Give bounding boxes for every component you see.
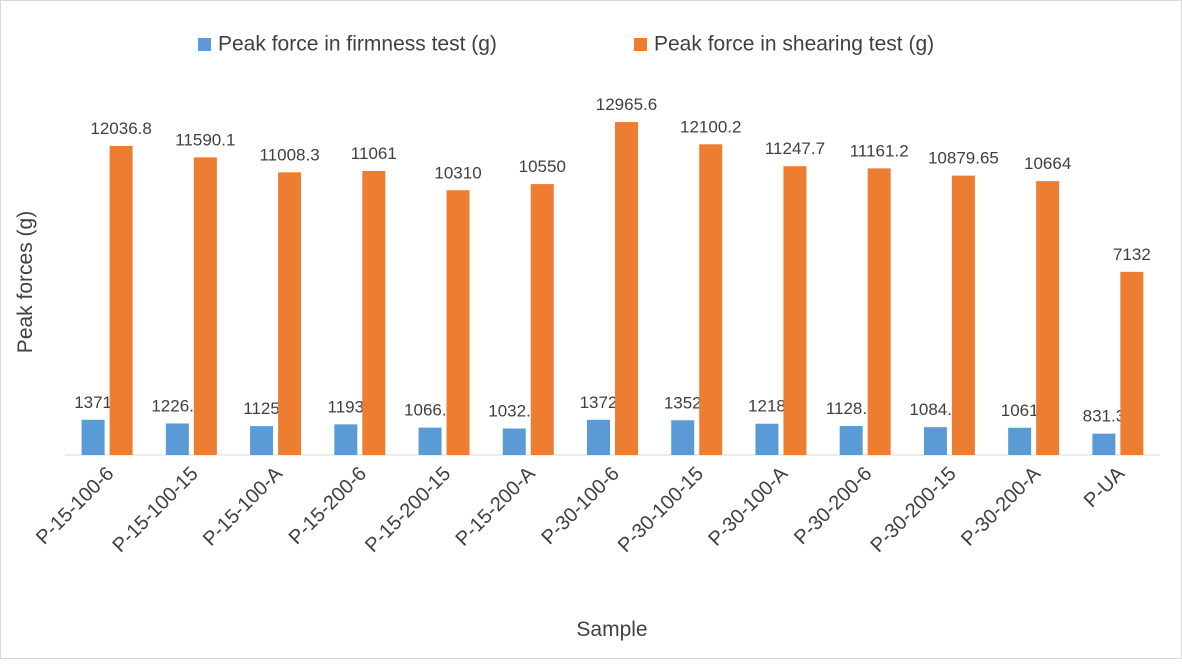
bar bbox=[1092, 433, 1116, 455]
bar bbox=[839, 426, 863, 455]
value-label: 1218 bbox=[748, 397, 786, 416]
bar bbox=[334, 424, 358, 455]
value-label: 11590.1 bbox=[175, 130, 235, 149]
value-label: 1066.7 bbox=[404, 401, 456, 420]
bar bbox=[418, 427, 442, 455]
bar bbox=[502, 428, 526, 455]
y-axis-title: Peak forces (g) bbox=[14, 211, 37, 353]
legend-swatch bbox=[634, 38, 647, 51]
bar bbox=[250, 426, 274, 455]
bar bbox=[165, 423, 189, 455]
value-label: 1125 bbox=[243, 399, 280, 418]
bar bbox=[867, 168, 891, 455]
bar bbox=[923, 427, 947, 455]
bar bbox=[951, 175, 975, 455]
value-label: 1084.4 bbox=[909, 400, 961, 419]
value-label: 10664 bbox=[1024, 154, 1071, 173]
value-label: 1226.8 bbox=[151, 396, 203, 415]
value-label: 831.3 bbox=[1083, 407, 1126, 426]
bar bbox=[615, 122, 638, 455]
bar bbox=[587, 419, 610, 455]
value-label: 1061 bbox=[1001, 401, 1039, 420]
x-axis-title: Sample bbox=[576, 618, 647, 641]
bar bbox=[783, 166, 807, 456]
bar bbox=[446, 190, 470, 456]
value-label: 1193 bbox=[328, 397, 365, 416]
bar bbox=[109, 145, 133, 455]
value-label: 12100.2 bbox=[680, 117, 741, 136]
bar bbox=[671, 420, 695, 455]
value-label: 12965.6 bbox=[596, 95, 657, 114]
bar bbox=[1120, 271, 1144, 455]
bar bbox=[1008, 427, 1032, 455]
bar bbox=[699, 144, 723, 455]
value-label: 1032.5 bbox=[488, 401, 540, 420]
bar bbox=[193, 157, 217, 455]
value-label: 10879.65 bbox=[928, 149, 999, 168]
bar bbox=[278, 172, 302, 456]
value-label: 1128.3 bbox=[826, 399, 877, 418]
legend-label: Peak force in firmness test (g) bbox=[218, 33, 497, 56]
value-label: 10310 bbox=[434, 163, 481, 182]
bar bbox=[362, 170, 386, 456]
legend-swatch bbox=[198, 38, 211, 51]
value-label: 11008.3 bbox=[259, 145, 319, 164]
value-label: 11247.7 bbox=[765, 139, 825, 158]
value-label: 10550 bbox=[519, 157, 566, 176]
legend-label: Peak force in shearing test (g) bbox=[654, 33, 934, 56]
bar bbox=[530, 184, 554, 455]
bar bbox=[81, 419, 105, 455]
value-label: 1371 bbox=[74, 393, 112, 412]
value-label: 11161.2 bbox=[850, 141, 909, 160]
value-label: 1352 bbox=[664, 393, 702, 412]
bar bbox=[755, 423, 779, 455]
value-label: 1372 bbox=[580, 393, 618, 412]
value-label: 12036.8 bbox=[90, 119, 151, 138]
value-label: 7132 bbox=[1113, 245, 1151, 264]
bar bbox=[1036, 181, 1060, 456]
value-label: 11061 bbox=[351, 144, 397, 163]
